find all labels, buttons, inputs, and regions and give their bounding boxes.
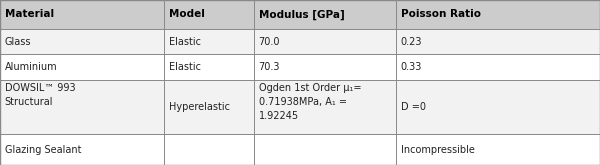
Text: 70.3: 70.3 (259, 62, 280, 72)
Text: D =0: D =0 (401, 102, 426, 112)
Text: Incompressible: Incompressible (401, 145, 475, 155)
Text: 70.0: 70.0 (259, 37, 280, 47)
Bar (0, 0, 600, 29)
Text: Elastic: Elastic (169, 37, 200, 47)
Text: Poisson Ratio: Poisson Ratio (401, 9, 481, 19)
Text: 0.33: 0.33 (401, 62, 422, 72)
Text: Hyperelastic: Hyperelastic (169, 102, 230, 112)
Text: Glass: Glass (5, 37, 31, 47)
Bar (0, 80, 600, 134)
Text: Elastic: Elastic (169, 62, 200, 72)
Bar (0, 54, 600, 80)
Text: Glazing Sealant: Glazing Sealant (5, 145, 82, 155)
Bar (0, 134, 600, 165)
Text: Ogden 1st Order μ₁=
0.71938MPa, A₁ =
1.92245: Ogden 1st Order μ₁= 0.71938MPa, A₁ = 1.9… (259, 83, 361, 121)
Text: 0.23: 0.23 (401, 37, 422, 47)
Text: Material: Material (5, 9, 54, 19)
Text: DOWSIL™ 993
Structural: DOWSIL™ 993 Structural (5, 83, 76, 107)
Text: Modulus [GPa]: Modulus [GPa] (259, 9, 344, 20)
Text: Aluminium: Aluminium (5, 62, 58, 72)
Text: Model: Model (169, 9, 205, 19)
Bar (0, 29, 600, 54)
